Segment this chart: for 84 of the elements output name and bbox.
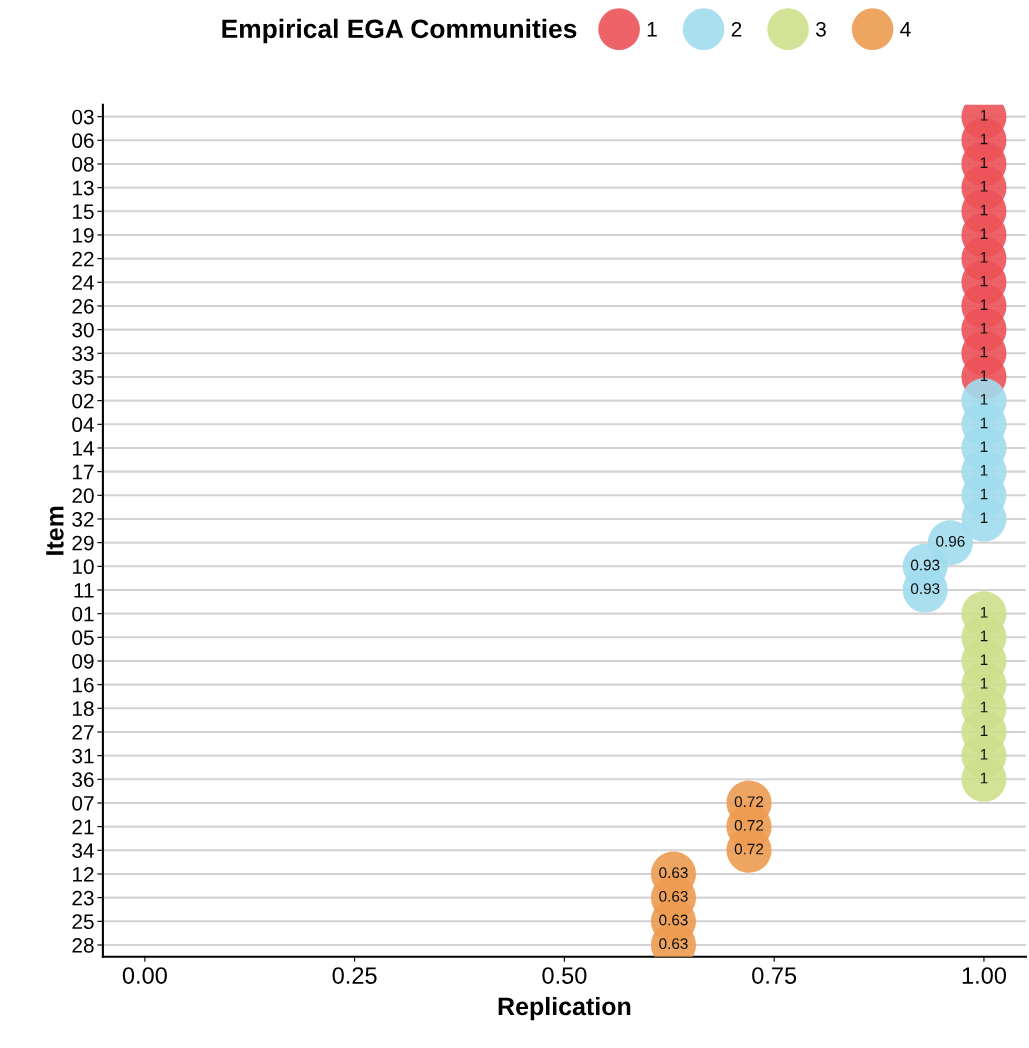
y-tick-label: 33 — [72, 346, 94, 362]
y-tick-label: 08 — [72, 156, 94, 172]
y-tick-label: 22 — [72, 251, 94, 267]
y-tick-label: 30 — [72, 322, 94, 338]
data-label: 1 — [980, 133, 988, 145]
y-tick-label: 07 — [72, 795, 94, 811]
y-tick-label: 36 — [72, 772, 94, 788]
y-tick-label: 19 — [72, 227, 94, 243]
y-tick-label: 24 — [72, 275, 94, 290]
y-tick-label: 14 — [72, 441, 94, 456]
data-label: 1 — [980, 772, 988, 784]
y-tick-label: 34 — [72, 843, 94, 859]
data-label: 0.93 — [910, 559, 940, 571]
data-label: 0.63 — [659, 914, 688, 926]
x-axis-title: Replication — [498, 996, 631, 1021]
y-tick-label: 10 — [72, 559, 94, 575]
legend-label: 2 — [731, 21, 742, 37]
y-tick-label: 15 — [72, 204, 94, 220]
y-tick-label: 06 — [72, 133, 94, 149]
data-label: 1 — [980, 181, 988, 192]
data-label: 0.63 — [659, 938, 688, 950]
x-tick-label: 0.50 — [542, 967, 587, 984]
data-label: 0.72 — [734, 843, 764, 855]
y-tick-label: 31 — [72, 748, 94, 764]
x-tick-label: 0.25 — [332, 967, 377, 984]
data-label: 1 — [980, 346, 988, 358]
x-tick-label: 1.00 — [962, 967, 1007, 984]
data-label: 1 — [980, 417, 988, 429]
y-tick-label: 18 — [72, 701, 94, 717]
data-label: 0.72 — [734, 819, 764, 831]
legend-label: 4 — [900, 22, 911, 37]
data-label: 1 — [980, 654, 988, 665]
y-tick-label: 16 — [72, 677, 94, 693]
data-label: 1 — [980, 607, 988, 618]
data-label: 0.63 — [659, 890, 688, 902]
y-tick-label: 12 — [72, 866, 94, 882]
data-label: 1 — [980, 370, 988, 381]
y-tick-label: 05 — [72, 630, 94, 646]
data-label: 0.96 — [936, 535, 965, 547]
y-tick-label: 11 — [74, 583, 94, 598]
data-label: 0.72 — [734, 796, 764, 808]
data-label: 1 — [980, 323, 988, 334]
y-tick-label: 04 — [72, 417, 94, 433]
y-tick-label: 35 — [72, 369, 94, 385]
legend-label: 3 — [815, 21, 826, 37]
data-label: 1 — [980, 725, 988, 736]
data-label: 1 — [980, 749, 988, 760]
data-label: 1 — [980, 488, 988, 500]
y-tick-label: 17 — [72, 464, 94, 480]
data-label: 0.63 — [659, 867, 688, 879]
data-label: 1 — [980, 228, 988, 239]
y-tick-label: 25 — [72, 914, 94, 930]
data-label: 1 — [980, 465, 988, 476]
data-label: 1 — [980, 512, 988, 523]
y-tick-label: 23 — [72, 890, 94, 906]
legend-title: Empirical EGA Communities — [222, 18, 577, 44]
y-axis-title: Item — [46, 506, 64, 555]
y-tick-label: 09 — [72, 653, 94, 669]
y-tick-label: 20 — [72, 488, 94, 504]
y-tick-label: 13 — [72, 180, 94, 196]
data-label: 1 — [980, 252, 988, 263]
data-label: 1 — [980, 441, 988, 452]
x-tick-label: 0.75 — [752, 967, 797, 984]
data-label: 1 — [980, 157, 988, 168]
data-label: 1 — [980, 110, 988, 121]
y-tick-label: 01 — [72, 606, 94, 622]
y-tick-label: 29 — [72, 535, 94, 551]
data-label: 0.93 — [910, 583, 940, 595]
legend-label: 1 — [647, 22, 657, 37]
data-label: 1 — [980, 701, 988, 713]
data-label: 1 — [980, 299, 988, 310]
y-tick-label: 32 — [72, 511, 94, 527]
y-tick-label: 02 — [72, 393, 94, 409]
data-label: 1 — [980, 394, 988, 405]
data-label: 1 — [980, 678, 988, 689]
y-tick-label: 27 — [72, 724, 94, 740]
y-tick-label: 21 — [72, 819, 94, 835]
y-tick-label: 03 — [72, 109, 94, 125]
data-label: 1 — [980, 204, 988, 216]
data-label: 1 — [980, 630, 988, 642]
data-label: 1 — [980, 275, 988, 287]
x-tick-label: 0.00 — [122, 967, 167, 984]
y-tick-label: 28 — [72, 937, 94, 953]
y-tick-label: 26 — [72, 298, 94, 314]
